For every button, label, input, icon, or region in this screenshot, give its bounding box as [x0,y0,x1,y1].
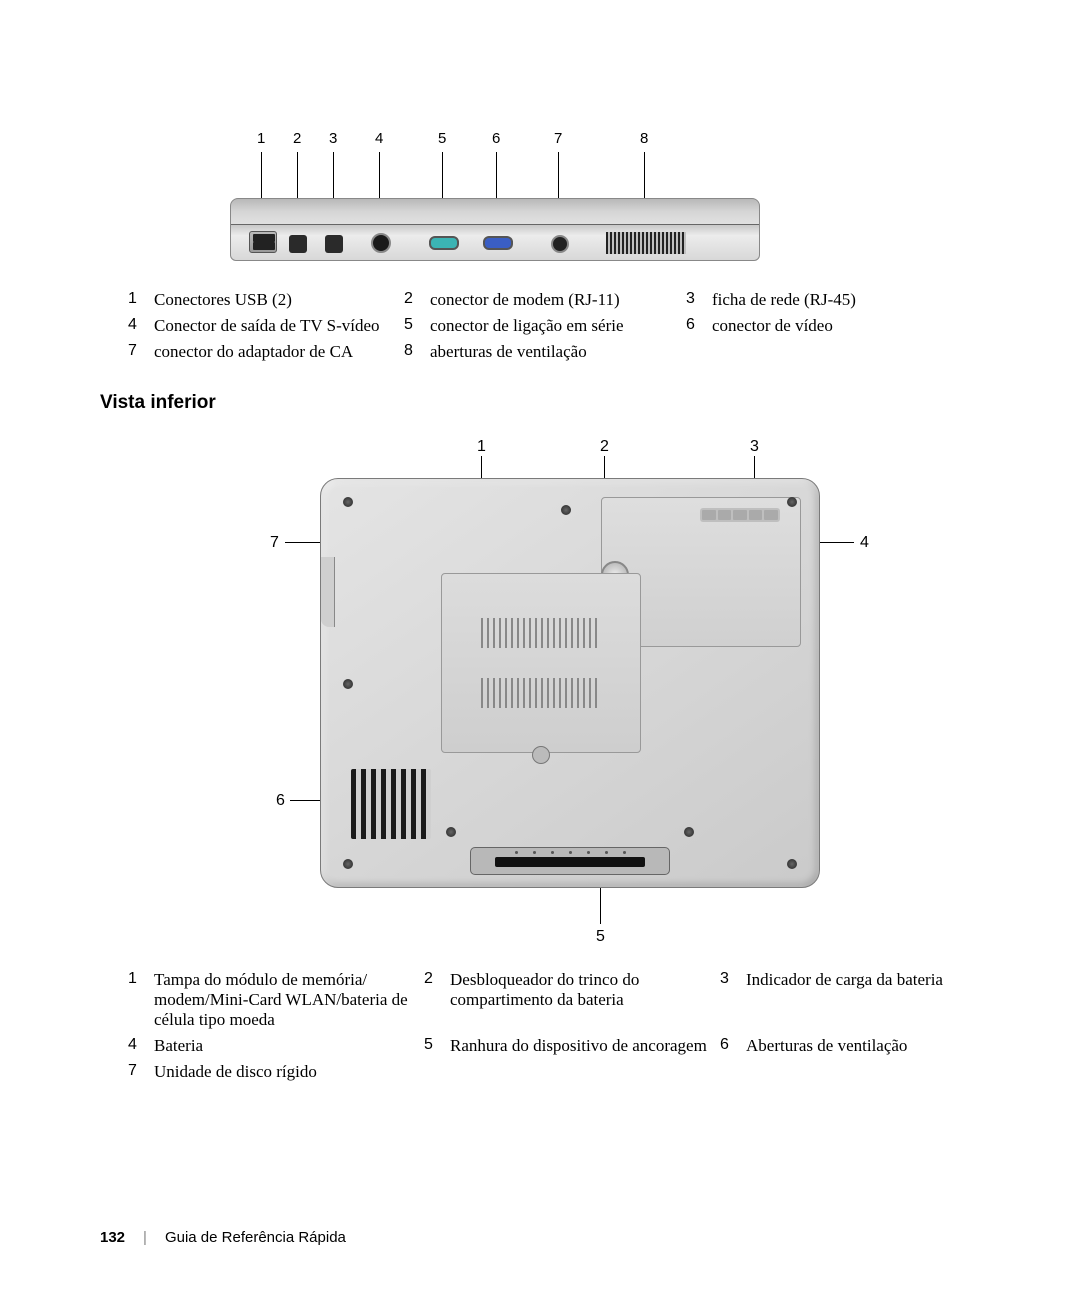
legend-num: 3 [686,290,712,310]
legend-num: 6 [720,1036,746,1056]
legend-num: 1 [128,290,154,310]
legend-text: aberturas de ventilação [430,342,686,362]
rj11-port-icon [289,235,307,253]
usb-ports-icon [249,231,277,253]
legend-num: 5 [424,1036,450,1056]
legend-text: conector do adaptador de CA [154,342,404,362]
legend-text: Desbloqueador do trinco do compartimento… [450,970,720,1030]
page-number: 132 [100,1229,125,1246]
footer-separator-icon: | [143,1229,147,1246]
bottom-callout-7: 7 [270,534,279,552]
bottom-callout-3: 3 [750,438,759,456]
legend-num: 2 [424,970,450,1030]
footer-title: Guia de Referência Rápida [165,1229,346,1246]
callout-4: 4 [375,130,383,147]
bottom-callout-4: 4 [860,534,869,552]
callout-2: 2 [293,130,301,147]
bottom-callout-2: 2 [600,438,609,456]
battery-indicator-icon [700,508,780,522]
legend-num: 4 [128,1036,154,1056]
back-view-lines [230,152,930,198]
laptop-bottom-illustration [320,478,820,888]
legend-num: 2 [404,290,430,310]
rj45-port-icon [325,235,343,253]
callout-1: 1 [257,130,265,147]
vent-slots-icon [606,232,686,254]
bottom-view-legend: 1 Tampa do módulo de memória/ modem/Mini… [128,970,980,1082]
callout-3: 3 [329,130,337,147]
hdd-slot-icon [321,557,335,627]
legend-num: 4 [128,316,154,336]
legend-num: 5 [404,316,430,336]
callout-5: 5 [438,130,446,147]
docking-slot-icon [470,847,670,875]
back-view-legend: 1 Conectores USB (2) 2 conector de modem… [128,290,980,362]
bottom-callout-5: 5 [596,928,605,946]
cooling-vent-icon [351,769,431,839]
legend-text: Ranhura do dispositivo de ancoragem [450,1036,720,1056]
legend-num: 1 [128,970,154,1030]
callout-7: 7 [554,130,562,147]
legend-text: Unidade de disco rígido [154,1062,424,1082]
legend-text: Conector de saída de TV S-vídeo [154,316,404,336]
memory-cover-icon [441,573,641,753]
legend-text: Bateria [154,1036,424,1056]
legend-num: 7 [128,342,154,362]
bottom-callout-1: 1 [477,438,486,456]
video-port-icon [483,236,513,250]
legend-num: 8 [404,342,430,362]
legend-text: conector de vídeo [712,316,932,336]
legend-text: ficha de rede (RJ-45) [712,290,932,310]
legend-num: 7 [128,1062,154,1082]
back-view-number-row: 1 2 3 4 5 6 7 8 [230,130,930,152]
back-view-diagram: 1 2 3 4 5 6 7 8 [230,130,930,270]
legend-text: conector de ligação em série [430,316,686,336]
legend-text: Aberturas de ventilação [746,1036,966,1056]
legend-num: 3 [720,970,746,1030]
callout-8: 8 [640,130,648,147]
legend-text: Tampa do módulo de memória/ modem/Mini-C… [154,970,424,1030]
serial-port-icon [429,236,459,250]
section-heading-vista-inferior: Vista inferior [100,392,980,414]
legend-text: Conectores USB (2) [154,290,404,310]
legend-num: 6 [686,316,712,336]
callout-6: 6 [492,130,500,147]
bottom-callout-6: 6 [276,792,285,810]
legend-text: Indicador de carga da bateria [746,970,966,1030]
svideo-port-icon [371,233,391,253]
laptop-back-illustration [230,198,760,261]
bottom-view-diagram: 1 2 3 4 7 6 5 [180,438,900,948]
ac-port-icon [551,235,569,253]
legend-text: conector de modem (RJ-11) [430,290,686,310]
page-footer: 132 | Guia de Referência Rápida [100,1229,346,1246]
